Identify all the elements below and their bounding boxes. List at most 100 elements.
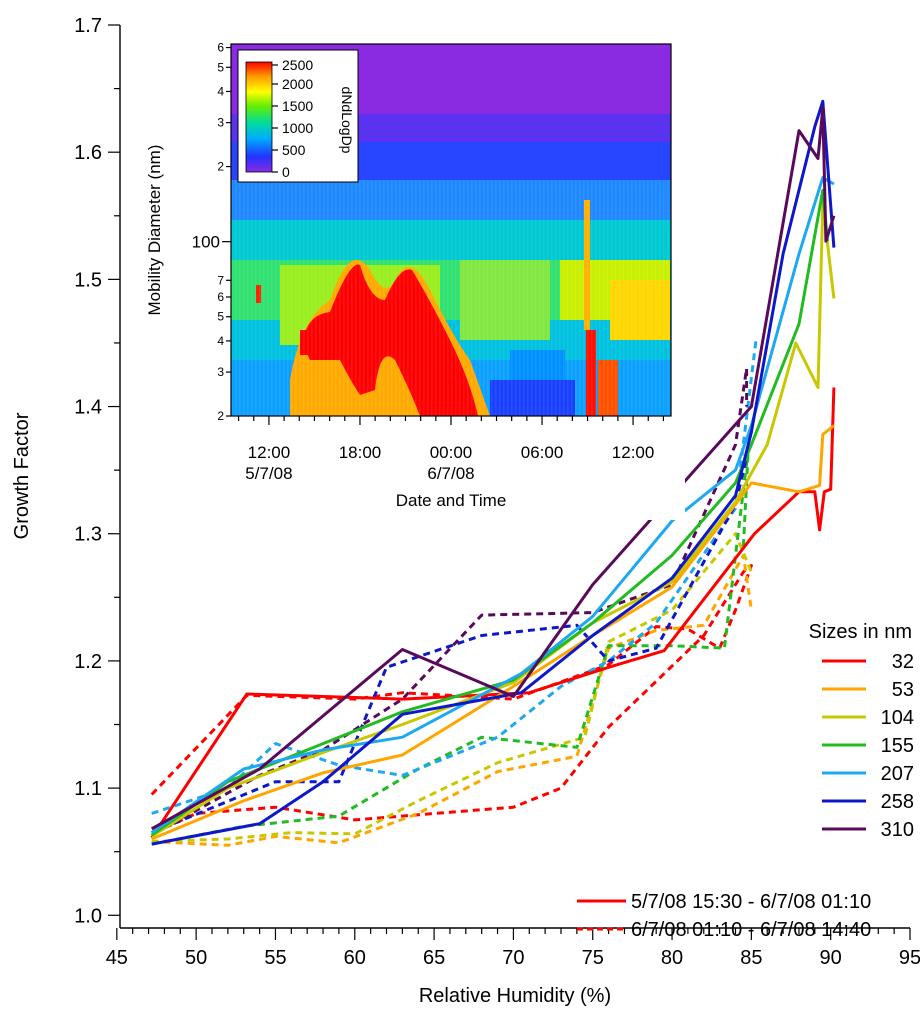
colorbar-tick-label: 1500 <box>282 98 313 114</box>
heatmap-bin-stripe <box>599 180 601 416</box>
y-tick-label: 1.0 <box>74 905 102 927</box>
inset-x-ticks: 12:00 5/7/08 18:00 00:00 6/7/08 06:00 12:00 <box>237 416 665 483</box>
heatmap-bin-stripe <box>467 180 469 416</box>
inset-y-ticks: 2 3 4 5 6 7 100 2 3 4 5 6 <box>192 41 231 423</box>
heatmap-bin-stripe <box>231 180 233 416</box>
heatmap-bin-stripe <box>279 180 281 416</box>
colorbar-tick-label: 1000 <box>282 120 313 136</box>
y-tick-label: 1.3 <box>74 524 102 546</box>
legend-label-53: 53 <box>892 679 914 701</box>
y-axis-label: Growth Factor <box>11 412 33 539</box>
heatmap-bin-stripe <box>407 180 409 416</box>
heatmap-bin-stripe <box>267 180 269 416</box>
heatmap-bin-stripe <box>339 180 341 416</box>
heatmap-bin-stripe <box>559 180 561 416</box>
y-tick-label: 1.5 <box>74 269 102 291</box>
colorbar-ticks: 2500 2000 1500 1000 500 0 <box>272 57 313 180</box>
heatmap-bin-stripe <box>419 180 421 416</box>
y-tick-label: 1.2 <box>74 651 102 673</box>
legend-items: 32 53 104 155 207 258 310 <box>822 651 914 841</box>
series-lines <box>150 99 836 847</box>
heatmap-red-cluster <box>303 264 478 416</box>
heatmap-bin-stripe <box>567 180 569 416</box>
heatmap-bin-stripe <box>563 180 565 416</box>
heatmap-bin-stripe <box>343 180 345 416</box>
heatmap-bin-stripe <box>667 180 669 416</box>
inset-y-tick-label: 6 <box>217 290 224 304</box>
heatmap-bin-stripe <box>531 180 533 416</box>
x-axis-label: Relative Humidity (%) <box>419 985 611 1007</box>
heatmap-bin-stripe <box>487 180 489 416</box>
heatmap-bin-stripe <box>503 180 505 416</box>
heatmap-bin-stripe <box>619 180 621 416</box>
heatmap-bin-stripe <box>647 180 649 416</box>
series-104-dashed-line <box>151 532 753 843</box>
heatmap-bin-stripe <box>655 180 657 416</box>
heatmap-bin-stripe <box>499 180 501 416</box>
heatmap-bin-stripe <box>583 180 585 416</box>
heatmap-bin-stripe <box>351 180 353 416</box>
heatmap-bin-stripe <box>571 180 573 416</box>
heatmap-bin-stripe <box>403 180 405 416</box>
heatmap-bin-stripe <box>311 180 313 416</box>
y-tick-label: 1.6 <box>74 142 102 164</box>
inset-y-tick-label: 2 <box>217 409 224 423</box>
inset-y-tick-label: 3 <box>217 365 224 379</box>
colorbar-tick-label: 2500 <box>282 57 313 73</box>
heatmap-bin-stripe <box>523 180 525 416</box>
heatmap-bin-stripe <box>355 180 357 416</box>
heatmap-bin-stripe <box>399 180 401 416</box>
heatmap-bin-stripe <box>631 180 633 416</box>
x-tick-label: 55 <box>264 947 286 969</box>
heatmap-bin-stripe <box>275 180 277 416</box>
heatmap-bin-stripe <box>423 180 425 416</box>
heatmap-bin-stripe <box>579 180 581 416</box>
x-tick-label: 50 <box>185 947 207 969</box>
colorbar-tick-label: 0 <box>282 164 290 180</box>
heatmap-bin-stripe <box>255 180 257 416</box>
heatmap-bin-stripe <box>303 180 305 416</box>
legend-label-258: 258 <box>881 791 914 813</box>
heatmap-bin-stripe <box>239 180 241 416</box>
heatmap-bin-stripe <box>371 180 373 416</box>
x-tick-label: 65 <box>423 947 445 969</box>
heatmap-bin-stripe <box>587 180 589 416</box>
heatmap-bin-stripe <box>375 180 377 416</box>
inset-y-tick-label: 4 <box>217 84 224 98</box>
inset-x-tick-time: 00:00 <box>430 443 473 462</box>
heatmap-bin-stripe <box>639 180 641 416</box>
heatmap-bin-stripe <box>243 180 245 416</box>
x-tick-label: 90 <box>820 947 842 969</box>
inset-x-tick-time: 12:00 <box>248 443 291 462</box>
inset-y-tick-label: 2 <box>217 160 224 174</box>
series-104-solid-line <box>150 201 836 838</box>
series-155-dashed-line <box>151 448 750 846</box>
heatmap-bin-stripe <box>603 180 605 416</box>
heatmap-bin-stripe <box>359 180 361 416</box>
x-tick-label: 85 <box>740 947 762 969</box>
heatmap-bin-stripe <box>651 180 653 416</box>
inset-x-tick-time: 18:00 <box>339 443 382 462</box>
heatmap-bin-stripe <box>263 180 265 416</box>
heatmap-bin-stripe <box>511 180 513 416</box>
heatmap-bin-stripe <box>347 180 349 416</box>
heatmap-bin-stripe <box>315 180 317 416</box>
heatmap-bin-stripe <box>295 180 297 416</box>
series-207-solid-line <box>150 176 835 834</box>
heatmap-bin-stripe <box>431 180 433 416</box>
colorbar-tick-label: 500 <box>282 142 306 158</box>
inset-x-tick-time: 12:00 <box>612 443 655 462</box>
x-tick-label: 70 <box>502 947 524 969</box>
series-207-dashed-line <box>151 338 758 815</box>
heatmap-bin-stripe <box>515 180 517 416</box>
inset-y-tick-label: 100 <box>192 233 220 252</box>
heatmap-bin-stripe <box>475 180 477 416</box>
legend-label-32: 32 <box>892 651 914 673</box>
series-53-solid-line <box>151 424 835 841</box>
heatmap-bin-stripe <box>555 180 557 416</box>
y-tick-label: 1.4 <box>74 397 102 419</box>
heatmap-bin-stripe <box>395 180 397 416</box>
heatmap-bin-stripe <box>383 180 385 416</box>
x-axis-ticks: 45 50 55 60 65 70 75 80 85 90 95 <box>106 928 920 969</box>
